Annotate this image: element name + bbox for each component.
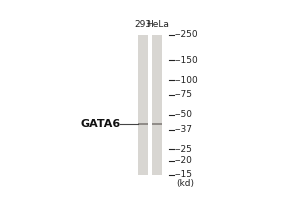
Text: HeLa: HeLa (146, 20, 169, 29)
Bar (138, 35, 148, 175)
Text: --100: --100 (175, 76, 198, 85)
Text: --25: --25 (175, 145, 193, 154)
Bar (152, 35, 162, 175)
Text: --15: --15 (175, 170, 193, 179)
Bar (152, 123, 162, 125)
Text: --250: --250 (175, 30, 198, 39)
Text: --75: --75 (175, 90, 193, 99)
Text: --37: --37 (175, 125, 193, 134)
Bar (138, 123, 148, 125)
Text: --150: --150 (175, 56, 198, 65)
Text: (kd): (kd) (176, 179, 194, 188)
Text: GATA6: GATA6 (80, 119, 120, 129)
Text: 293: 293 (135, 20, 152, 29)
Text: --20: --20 (175, 156, 193, 165)
Text: --50: --50 (175, 110, 193, 119)
